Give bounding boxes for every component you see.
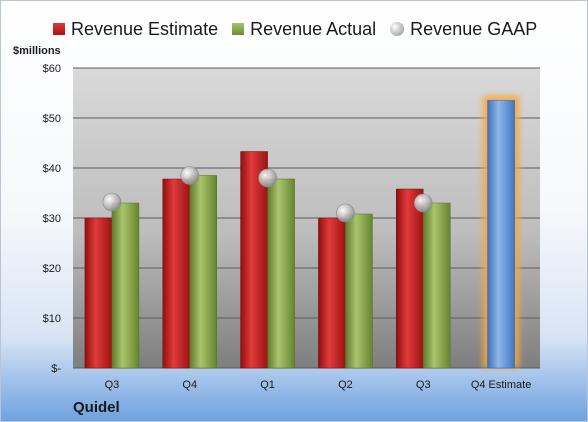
y-tick-label: $60 bbox=[43, 63, 61, 75]
y-tick-label: $- bbox=[51, 363, 61, 375]
legend-swatch-gaap bbox=[390, 22, 405, 36]
marker-revenue-gaap bbox=[180, 166, 200, 185]
y-tick-label: $10 bbox=[43, 313, 61, 325]
bar-revenue-actual bbox=[189, 175, 217, 369]
bar-revenue-estimate bbox=[84, 217, 113, 369]
bar-revenue-actual bbox=[345, 213, 373, 369]
legend-label-gaap: Revenue GAAP bbox=[410, 18, 538, 39]
x-tick-label: Q3 bbox=[105, 379, 120, 391]
legend-item-gaap: Revenue GAAP bbox=[390, 19, 537, 40]
x-tick-label: Q3 bbox=[416, 379, 431, 391]
bar-revenue-actual bbox=[111, 202, 140, 369]
marker-revenue-gaap bbox=[102, 192, 122, 212]
marker-revenue-gaap bbox=[413, 193, 433, 213]
bar-revenue-actual bbox=[267, 178, 295, 369]
y-tick-label: $40 bbox=[43, 163, 61, 175]
x-tick-label: Q2 bbox=[338, 379, 353, 391]
legend-item-estimate: Revenue Estimate bbox=[53, 19, 218, 40]
legend-swatch-actual bbox=[232, 23, 245, 35]
bar-revenue-estimate bbox=[162, 178, 190, 369]
legend-label-estimate: Revenue Estimate bbox=[71, 18, 219, 39]
legend-swatch-estimate bbox=[53, 23, 65, 35]
legend-item-actual: Revenue Actual bbox=[232, 19, 376, 40]
chart-legend: Revenue Estimate Revenue Actual Revenue … bbox=[53, 17, 551, 41]
bar-revenue-actual bbox=[423, 202, 451, 369]
x-tick-label: Q4 bbox=[182, 379, 197, 391]
company-name: Quidel bbox=[73, 399, 120, 416]
bar-revenue-estimate bbox=[240, 151, 268, 369]
marker-revenue-gaap bbox=[336, 203, 355, 223]
y-axis-units: $millions bbox=[13, 45, 61, 57]
y-tick-label: $50 bbox=[43, 113, 61, 125]
bar-q4-estimate bbox=[487, 100, 515, 369]
bar-revenue-estimate bbox=[396, 188, 424, 369]
marker-revenue-gaap bbox=[258, 168, 277, 188]
legend-label-actual: Revenue Actual bbox=[250, 18, 377, 39]
y-tick-label: $30 bbox=[43, 213, 61, 225]
y-tick-label: $20 bbox=[43, 263, 61, 275]
x-tick-label: Q4 Estimate bbox=[471, 379, 532, 391]
bar-revenue-estimate bbox=[318, 217, 346, 369]
x-tick-label: Q1 bbox=[260, 379, 275, 391]
